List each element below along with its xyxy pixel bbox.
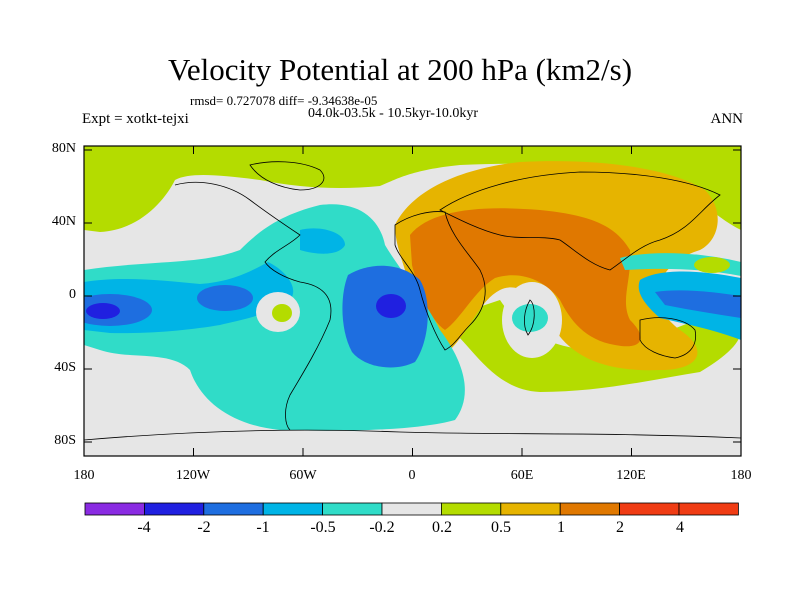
contour-lightblue-caribbean — [300, 228, 345, 254]
colorbar-label: 2 — [616, 519, 624, 536]
colorbar-label: 1 — [557, 519, 565, 536]
colorbar-label: -0.5 — [310, 519, 336, 536]
stats-label: rmsd= 0.727078 diff= -9.34638e-05 — [190, 93, 378, 108]
lon-ticks — [83, 146, 742, 456]
coastlines — [84, 161, 741, 441]
coast-greenland — [249, 161, 325, 191]
lat-label-80n: 80N — [51, 141, 76, 156]
colorbar-swatch — [440, 502, 502, 516]
map-title: Velocity Potential at 200 hPa (km2/s) — [167, 52, 633, 87]
contour-high-north — [84, 146, 741, 232]
lat-ticks — [84, 149, 741, 443]
contour-darkblue-atlantic — [376, 294, 406, 318]
contour-blue-amazon — [197, 285, 253, 311]
lon-label-120e: 120E — [616, 468, 646, 483]
coast-australia — [639, 317, 697, 359]
colorbar-swatch — [678, 502, 739, 516]
season-label: ANN — [710, 111, 744, 127]
colorbar-label: -0.2 — [369, 519, 395, 536]
colorbar-label: 0.2 — [432, 519, 452, 536]
lon-label-180w: 180 — [73, 468, 95, 483]
colorbar-swatch — [203, 502, 264, 516]
coast-eurasia — [439, 171, 721, 271]
period-label: 04.0k-03.5k - 10.5kyr-10.0kyr — [308, 106, 479, 121]
colorbar-swatch — [381, 502, 442, 516]
lon-label-60w: 60W — [289, 468, 317, 483]
contour-blue-westpacific — [655, 290, 741, 318]
colorbar-swatch — [619, 502, 680, 516]
lon-label-180e: 180 — [730, 468, 752, 483]
lon-label-60e: 60E — [510, 468, 534, 483]
contour-neutral-west — [84, 236, 126, 262]
colorbar-swatch — [84, 502, 145, 516]
contour-high-samerica — [272, 304, 292, 322]
colorbar-swatch — [262, 502, 324, 516]
lat-label-40n: 40N — [51, 214, 76, 229]
contour-orange — [410, 208, 641, 347]
colorbar-swatch — [500, 502, 561, 516]
colorbar-swatch — [143, 502, 205, 516]
map-fill — [84, 146, 741, 456]
lat-label-0: 0 — [69, 287, 76, 302]
contour-low-madagascar — [512, 304, 548, 332]
colorbar-label: -2 — [197, 519, 211, 536]
coast-americas — [174, 181, 332, 431]
colorbar-label: 0.5 — [491, 519, 511, 536]
lat-label-40s: 40S — [54, 360, 76, 375]
lon-label-120w: 120W — [175, 468, 211, 483]
contour-darkblue-pacific — [86, 303, 120, 319]
coast-madagascar — [524, 299, 535, 336]
colorbar-label: -4 — [137, 519, 151, 536]
colorbar — [84, 502, 739, 516]
coast-africa — [394, 211, 486, 351]
coast-antarctica — [84, 429, 741, 441]
colorbar-swatch — [322, 502, 383, 516]
colorbar-swatch — [559, 502, 621, 516]
colorbar-label: 4 — [676, 519, 684, 536]
contour-high-east — [694, 257, 730, 273]
colorbar-label: -1 — [256, 519, 270, 536]
experiment-label: Expt = xotkt-tejxi — [82, 111, 189, 127]
lat-label-80s: 80S — [54, 433, 76, 448]
lon-label-0: 0 — [408, 468, 416, 483]
